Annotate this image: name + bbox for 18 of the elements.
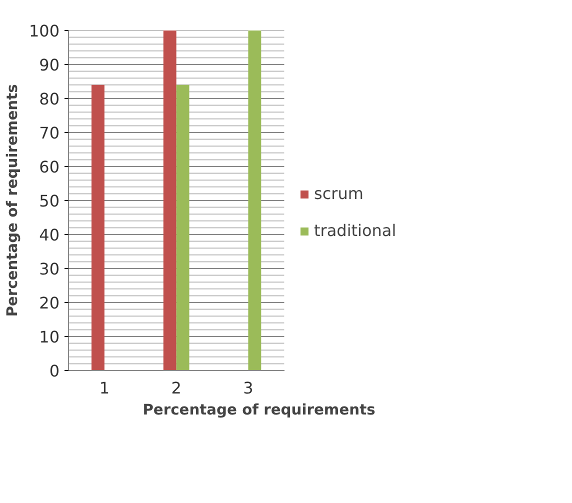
legend-label: scrum <box>314 184 364 203</box>
y-tick-label: 90 <box>39 56 60 74</box>
legend-label: traditional <box>314 221 396 240</box>
x-tick-label: 3 <box>243 378 254 398</box>
y-axis-title: Percentage of requirements <box>4 84 21 317</box>
y-tick-label: 40 <box>39 226 60 244</box>
y-tick-label: 20 <box>39 294 60 312</box>
y-tick-label: 100 <box>28 22 60 40</box>
x-tick-label: 1 <box>99 378 110 398</box>
y-tick-label: 60 <box>39 158 60 176</box>
y-tick-label: 50 <box>39 192 60 210</box>
y-tick-label: 10 <box>39 328 60 346</box>
x-axis-title: Percentage of requirements <box>142 402 376 418</box>
y-tick-label: 0 <box>49 362 60 380</box>
y-tick-label: 70 <box>39 124 60 142</box>
y-tick-label: 30 <box>39 260 60 278</box>
y-tick-label: 80 <box>39 90 60 108</box>
x-tick-label: 2 <box>171 378 182 398</box>
